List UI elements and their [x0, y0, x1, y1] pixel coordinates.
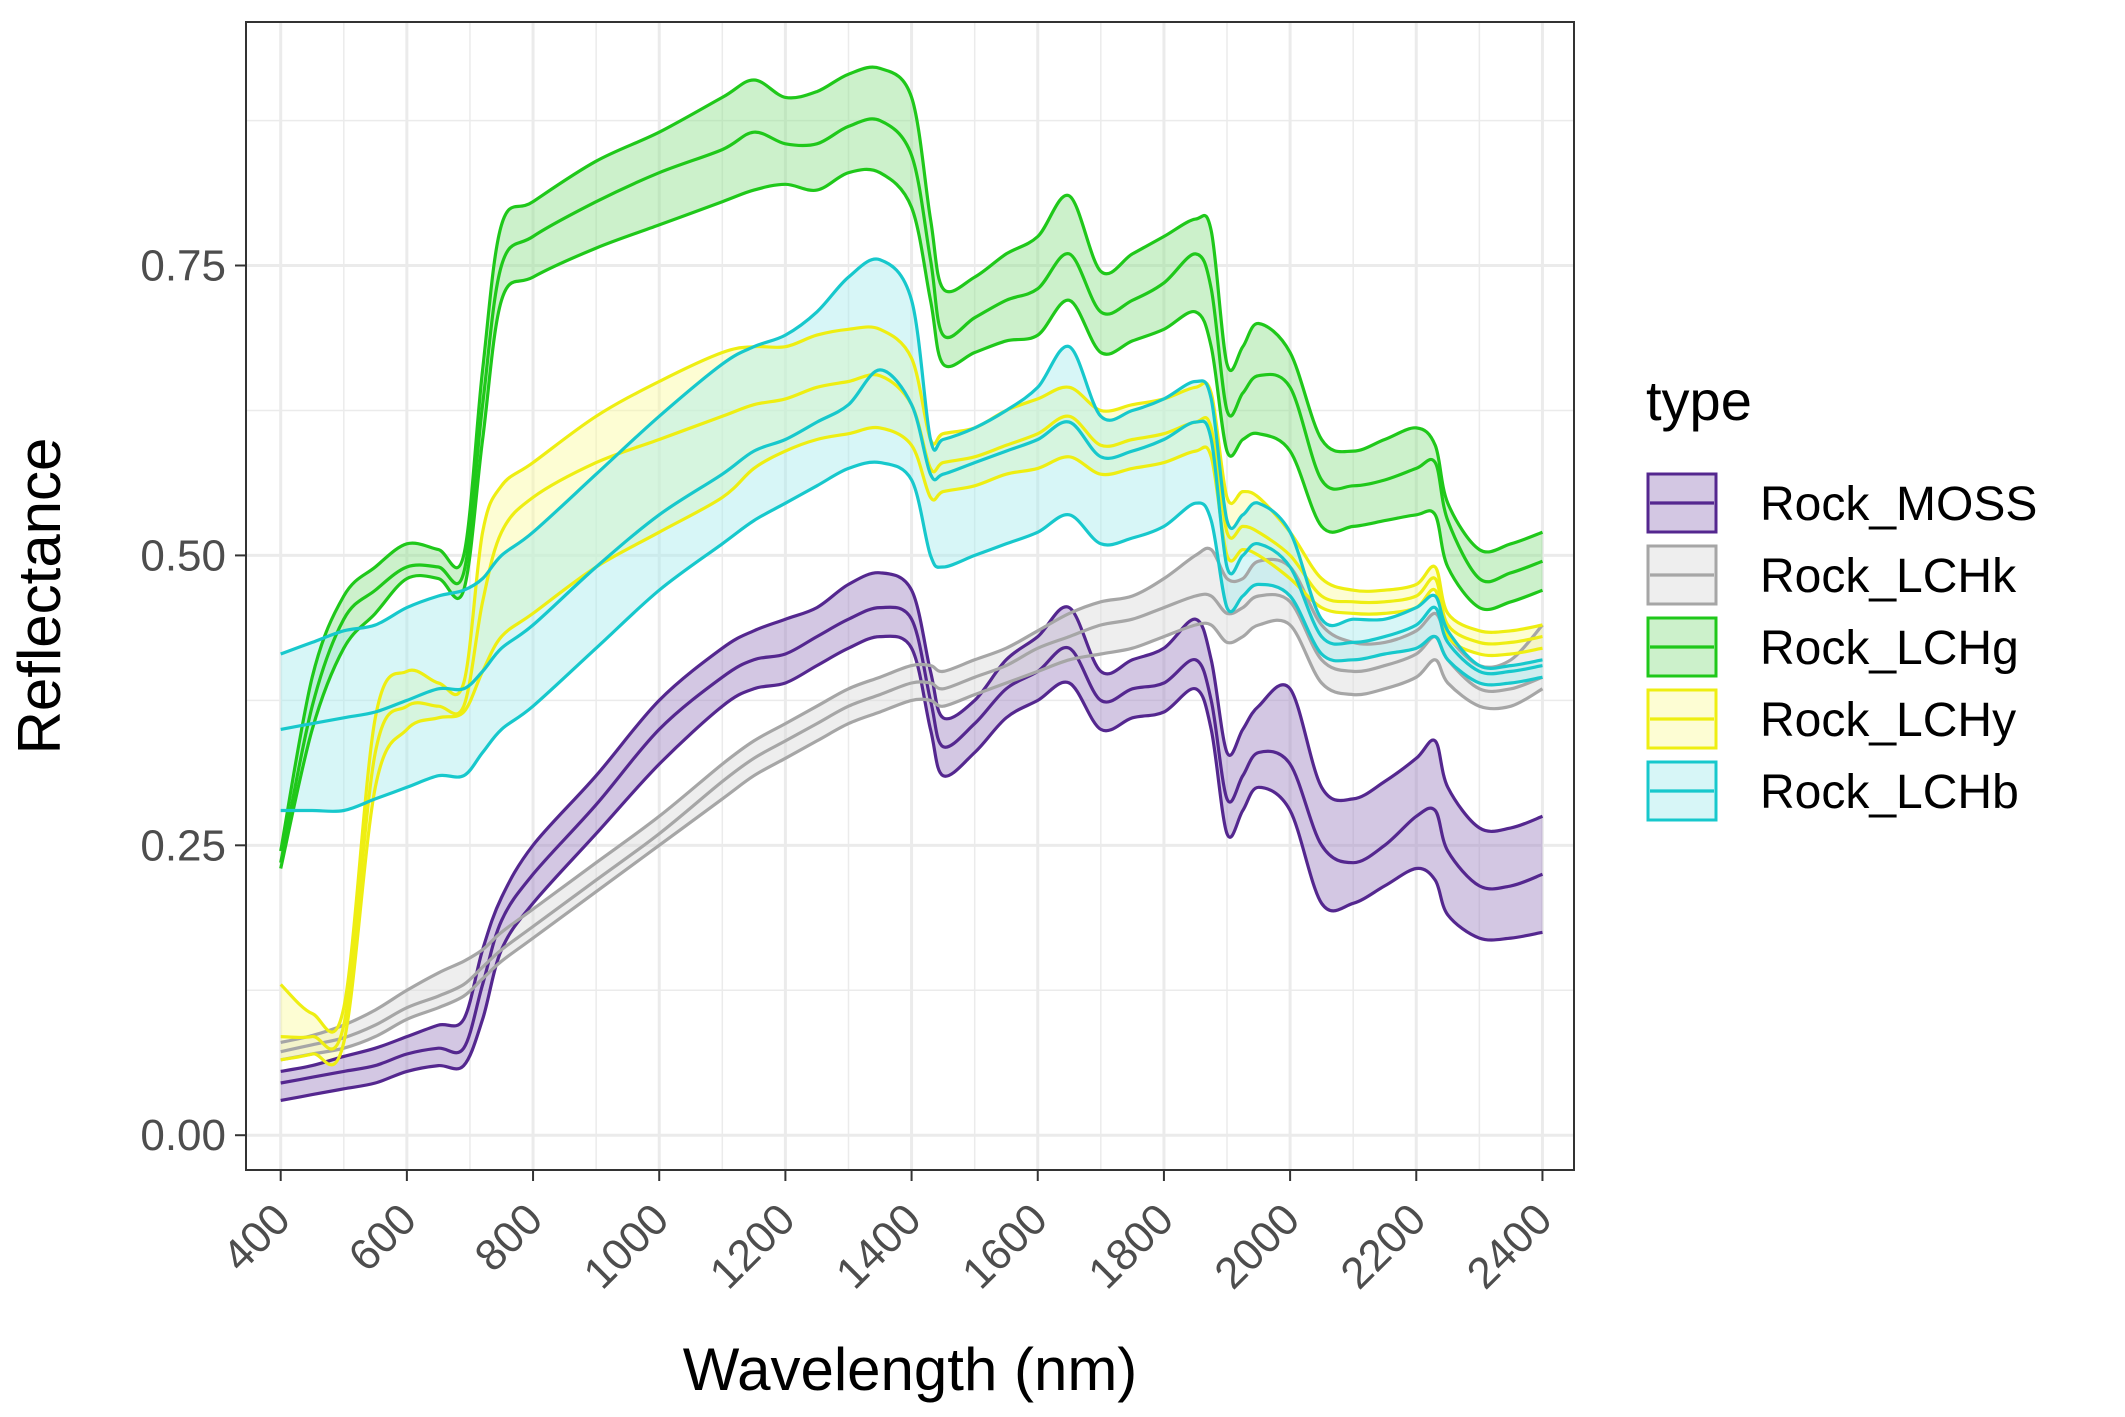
y-tick-label: 0.25 — [140, 821, 226, 870]
line-rock-lchg-mean — [279, 117, 1544, 864]
legend-item-rock-lchk: Rock_LCHk — [1646, 544, 2017, 606]
line-rock-moss-lower — [280, 634, 1543, 1102]
line-rock-lchb-lower — [280, 460, 1543, 813]
plot-panel — [245, 21, 1575, 1171]
ribbon-rock-moss — [280, 572, 1543, 1101]
line-rock-lchy-mean — [280, 373, 1543, 1051]
legend: type Rock_MOSS Rock_LCHk Rock_LCHg Rock_LCH… — [1646, 369, 2037, 822]
series-lines — [279, 65, 1544, 1102]
legend-label-rock-lchb: Rock_LCHb — [1760, 766, 2019, 819]
line-rock-lchy-upper — [279, 325, 1543, 1034]
legend-label-rock-lchy: Rock_LCHy — [1760, 694, 2016, 747]
legend-label-rock-lchk: Rock_LCHk — [1760, 550, 2017, 603]
line-rock-lchb-mean — [280, 368, 1543, 731]
line-rock-moss-mean — [280, 605, 1544, 1085]
line-rock-lchk-mean — [280, 592, 1544, 1054]
x-axis-title: Wavelength (nm) — [683, 1336, 1138, 1403]
legend-item-rock-lchb: Rock_LCHb — [1646, 760, 2019, 822]
line-rock-lchg-lower — [279, 167, 1544, 869]
legend-item-rock-moss: Rock_MOSS — [1646, 472, 2037, 534]
legend-label-rock-lchg: Rock_LCHg — [1760, 622, 2019, 675]
y-axis: 0.00 0.25 0.50 0.75 — [140, 242, 246, 1160]
y-tick-label: 0.50 — [140, 531, 226, 580]
legend-item-rock-lchy: Rock_LCHy — [1646, 688, 2016, 750]
y-tick-label: 0.00 — [140, 1111, 226, 1160]
line-rock-lchb-upper — [280, 257, 1543, 670]
legend-item-rock-lchg: Rock_LCHg — [1646, 616, 2019, 678]
line-rock-lchy-lower — [280, 425, 1543, 1067]
panel-border — [245, 21, 1575, 1171]
line-rock-lchg-upper — [279, 65, 1544, 852]
y-tick-label: 0.75 — [140, 242, 226, 291]
x-axis: 400 600 800 1000 1200 1400 1600 1800 2000 2200 240… — [213, 1170, 1562, 1298]
y-axis-title: Reflectance — [6, 438, 73, 755]
grid-major — [246, 22, 1574, 1170]
ribbon-rock-lchy — [280, 326, 1543, 1065]
legend-items: Rock_MOSS Rock_LCHk Rock_LCHg Rock_LCHy Rock… — [1646, 472, 2037, 822]
legend-title: type — [1646, 369, 1752, 432]
line-rock-moss-upper — [280, 571, 1544, 1073]
legend-label-rock-moss: Rock_MOSS — [1760, 478, 2037, 531]
line-rock-lchk-lower — [280, 618, 1544, 1062]
